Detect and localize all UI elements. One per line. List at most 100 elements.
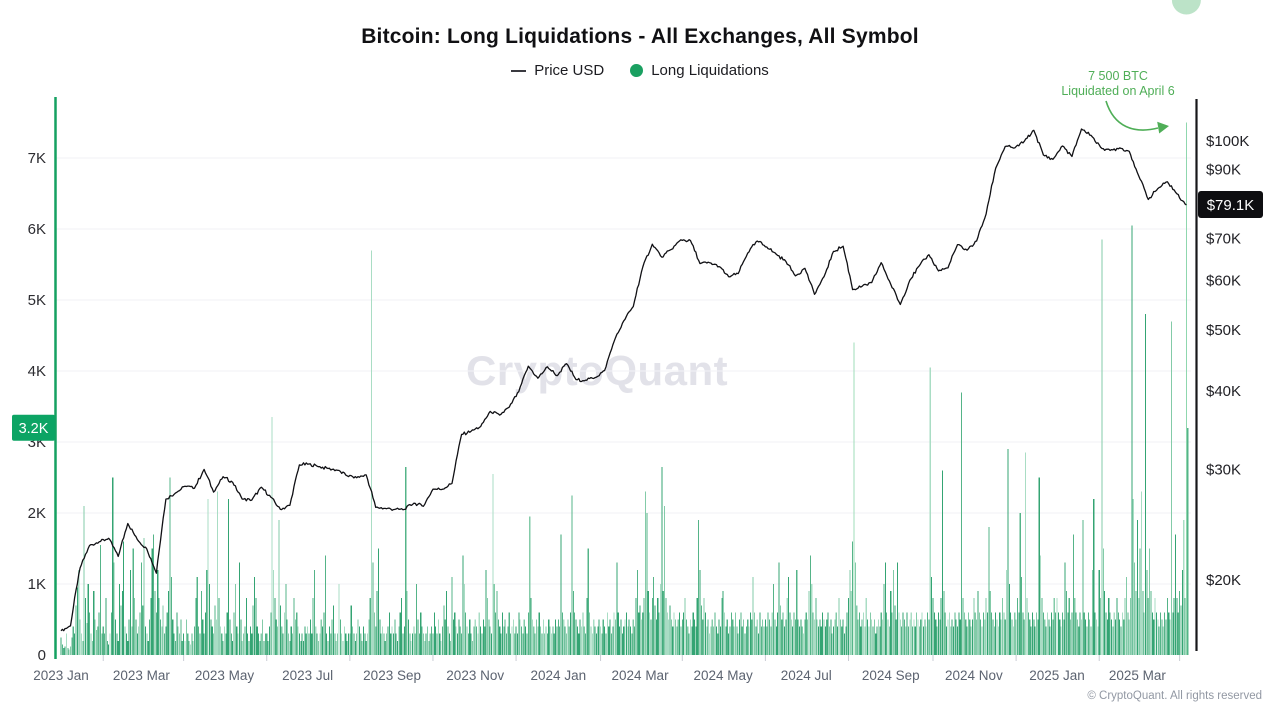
liquidation-bar[interactable] — [425, 633, 427, 655]
liquidation-bar[interactable] — [121, 591, 123, 655]
liquidation-bar[interactable] — [405, 466, 407, 655]
liquidation-bar[interactable] — [624, 619, 626, 656]
liquidation-bar[interactable] — [621, 633, 623, 655]
liquidation-bar[interactable] — [854, 562, 856, 655]
liquidation-bar[interactable] — [289, 640, 291, 655]
liquidation-bar[interactable] — [679, 612, 681, 655]
liquidation-bar[interactable] — [714, 612, 716, 655]
liquidation-bar[interactable] — [774, 619, 776, 656]
liquidation-bar[interactable] — [895, 619, 897, 656]
liquidation-bar[interactable] — [482, 619, 484, 656]
liquidation-bar[interactable] — [568, 626, 570, 655]
liquidation-bar[interactable] — [79, 619, 81, 656]
liquidation-bar[interactable] — [549, 626, 551, 655]
liquidation-bar[interactable] — [888, 626, 890, 655]
liquidation-bar[interactable] — [354, 640, 356, 655]
liquidation-bar[interactable] — [1121, 612, 1123, 655]
liquidation-bar[interactable] — [604, 626, 606, 655]
liquidation-bar[interactable] — [1003, 612, 1005, 655]
liquidation-bar[interactable] — [383, 633, 385, 655]
liquidation-bar[interactable] — [208, 584, 211, 655]
liquidation-bar[interactable] — [1064, 562, 1066, 655]
liquidation-bar[interactable] — [807, 619, 809, 656]
liquidation-bar[interactable] — [936, 626, 938, 655]
liquidation-bar[interactable] — [1117, 612, 1119, 655]
liquidation-bar[interactable] — [1025, 452, 1027, 655]
liquidation-bar[interactable] — [1018, 612, 1020, 655]
liquidation-bar[interactable] — [128, 619, 130, 656]
liquidation-bar[interactable] — [898, 612, 900, 655]
liquidation-bar[interactable] — [465, 612, 467, 655]
liquidation-bar[interactable] — [947, 619, 949, 656]
liquidation-bar[interactable] — [301, 633, 303, 655]
liquidation-bar[interactable] — [606, 612, 608, 655]
liquidation-bar[interactable] — [928, 619, 930, 656]
liquidation-bar[interactable] — [125, 633, 127, 655]
liquidation-bar[interactable] — [991, 612, 993, 655]
liquidation-bar[interactable] — [1161, 619, 1163, 656]
liquidation-bar[interactable] — [353, 633, 355, 655]
liquidation-bar[interactable] — [258, 633, 260, 655]
liquidation-bar[interactable] — [330, 633, 332, 655]
liquidation-bar[interactable] — [996, 619, 998, 656]
liquidation-bar[interactable] — [824, 626, 826, 655]
liquidation-bar[interactable] — [961, 392, 963, 655]
liquidation-bar[interactable] — [913, 619, 915, 656]
liquidation-bar[interactable] — [339, 619, 341, 656]
liquidation-bar[interactable] — [655, 619, 657, 656]
liquidation-bar[interactable] — [1034, 626, 1036, 655]
liquidation-bar[interactable] — [273, 569, 275, 655]
liquidation-bar[interactable] — [1145, 314, 1147, 655]
liquidation-bar[interactable] — [65, 633, 67, 655]
liquidation-bar[interactable] — [206, 569, 208, 655]
liquidation-bar[interactable] — [512, 619, 514, 656]
liquidation-bar[interactable] — [1060, 626, 1062, 655]
liquidation-bar[interactable] — [1001, 598, 1004, 655]
liquidation-bar[interactable] — [820, 626, 822, 655]
liquidation-bar[interactable] — [531, 619, 533, 656]
liquidation-bar[interactable] — [1159, 612, 1162, 655]
liquidation-bar[interactable] — [644, 491, 647, 655]
liquidation-bar[interactable] — [974, 612, 976, 655]
liquidation-bar[interactable] — [207, 498, 209, 655]
liquidation-bar[interactable] — [1019, 513, 1021, 655]
liquidation-bar[interactable] — [849, 569, 851, 655]
liquidation-bar[interactable] — [575, 619, 577, 656]
liquidation-bar[interactable] — [886, 612, 888, 655]
liquidation-bar[interactable] — [471, 640, 474, 655]
liquidation-bar[interactable] — [320, 619, 322, 656]
liquidation-bar[interactable] — [394, 619, 396, 656]
liquidation-bar[interactable] — [793, 612, 795, 655]
liquidation-bar[interactable] — [87, 584, 89, 655]
liquidation-bar[interactable] — [98, 612, 100, 655]
liquidation-bar[interactable] — [1023, 619, 1025, 656]
liquidation-bar[interactable] — [1187, 427, 1189, 655]
liquidation-bar[interactable] — [238, 562, 241, 655]
liquidation-bar[interactable] — [84, 598, 87, 655]
liquidation-bar[interactable] — [1120, 626, 1122, 655]
liquidation-bar[interactable] — [1076, 619, 1078, 656]
liquidation-bar[interactable] — [240, 619, 242, 656]
liquidation-bar[interactable] — [989, 591, 991, 655]
liquidation-bar[interactable] — [1006, 569, 1008, 655]
liquidation-bar[interactable] — [144, 626, 147, 655]
liquidation-bar[interactable] — [162, 605, 164, 655]
liquidation-bar[interactable] — [1142, 591, 1144, 655]
liquidation-bar[interactable] — [76, 587, 78, 655]
liquidation-bar[interactable] — [1070, 619, 1072, 656]
liquidation-bar[interactable] — [981, 626, 983, 655]
liquidation-bar[interactable] — [899, 619, 901, 656]
liquidation-bar[interactable] — [332, 605, 335, 655]
liquidation-bar[interactable] — [616, 562, 618, 655]
liquidation-bar[interactable] — [559, 626, 561, 655]
liquidation-bar[interactable] — [891, 612, 893, 655]
liquidation-bar[interactable] — [97, 626, 99, 655]
liquidation-bar[interactable] — [760, 626, 762, 655]
liquidation-bar[interactable] — [684, 598, 686, 655]
liquidation-bar[interactable] — [245, 598, 247, 655]
liquidation-bar[interactable] — [1041, 598, 1043, 655]
liquidation-bar[interactable] — [800, 619, 802, 656]
liquidation-bar[interactable] — [1061, 612, 1063, 655]
liquidation-bar[interactable] — [935, 619, 937, 656]
liquidation-bar[interactable] — [342, 640, 344, 655]
